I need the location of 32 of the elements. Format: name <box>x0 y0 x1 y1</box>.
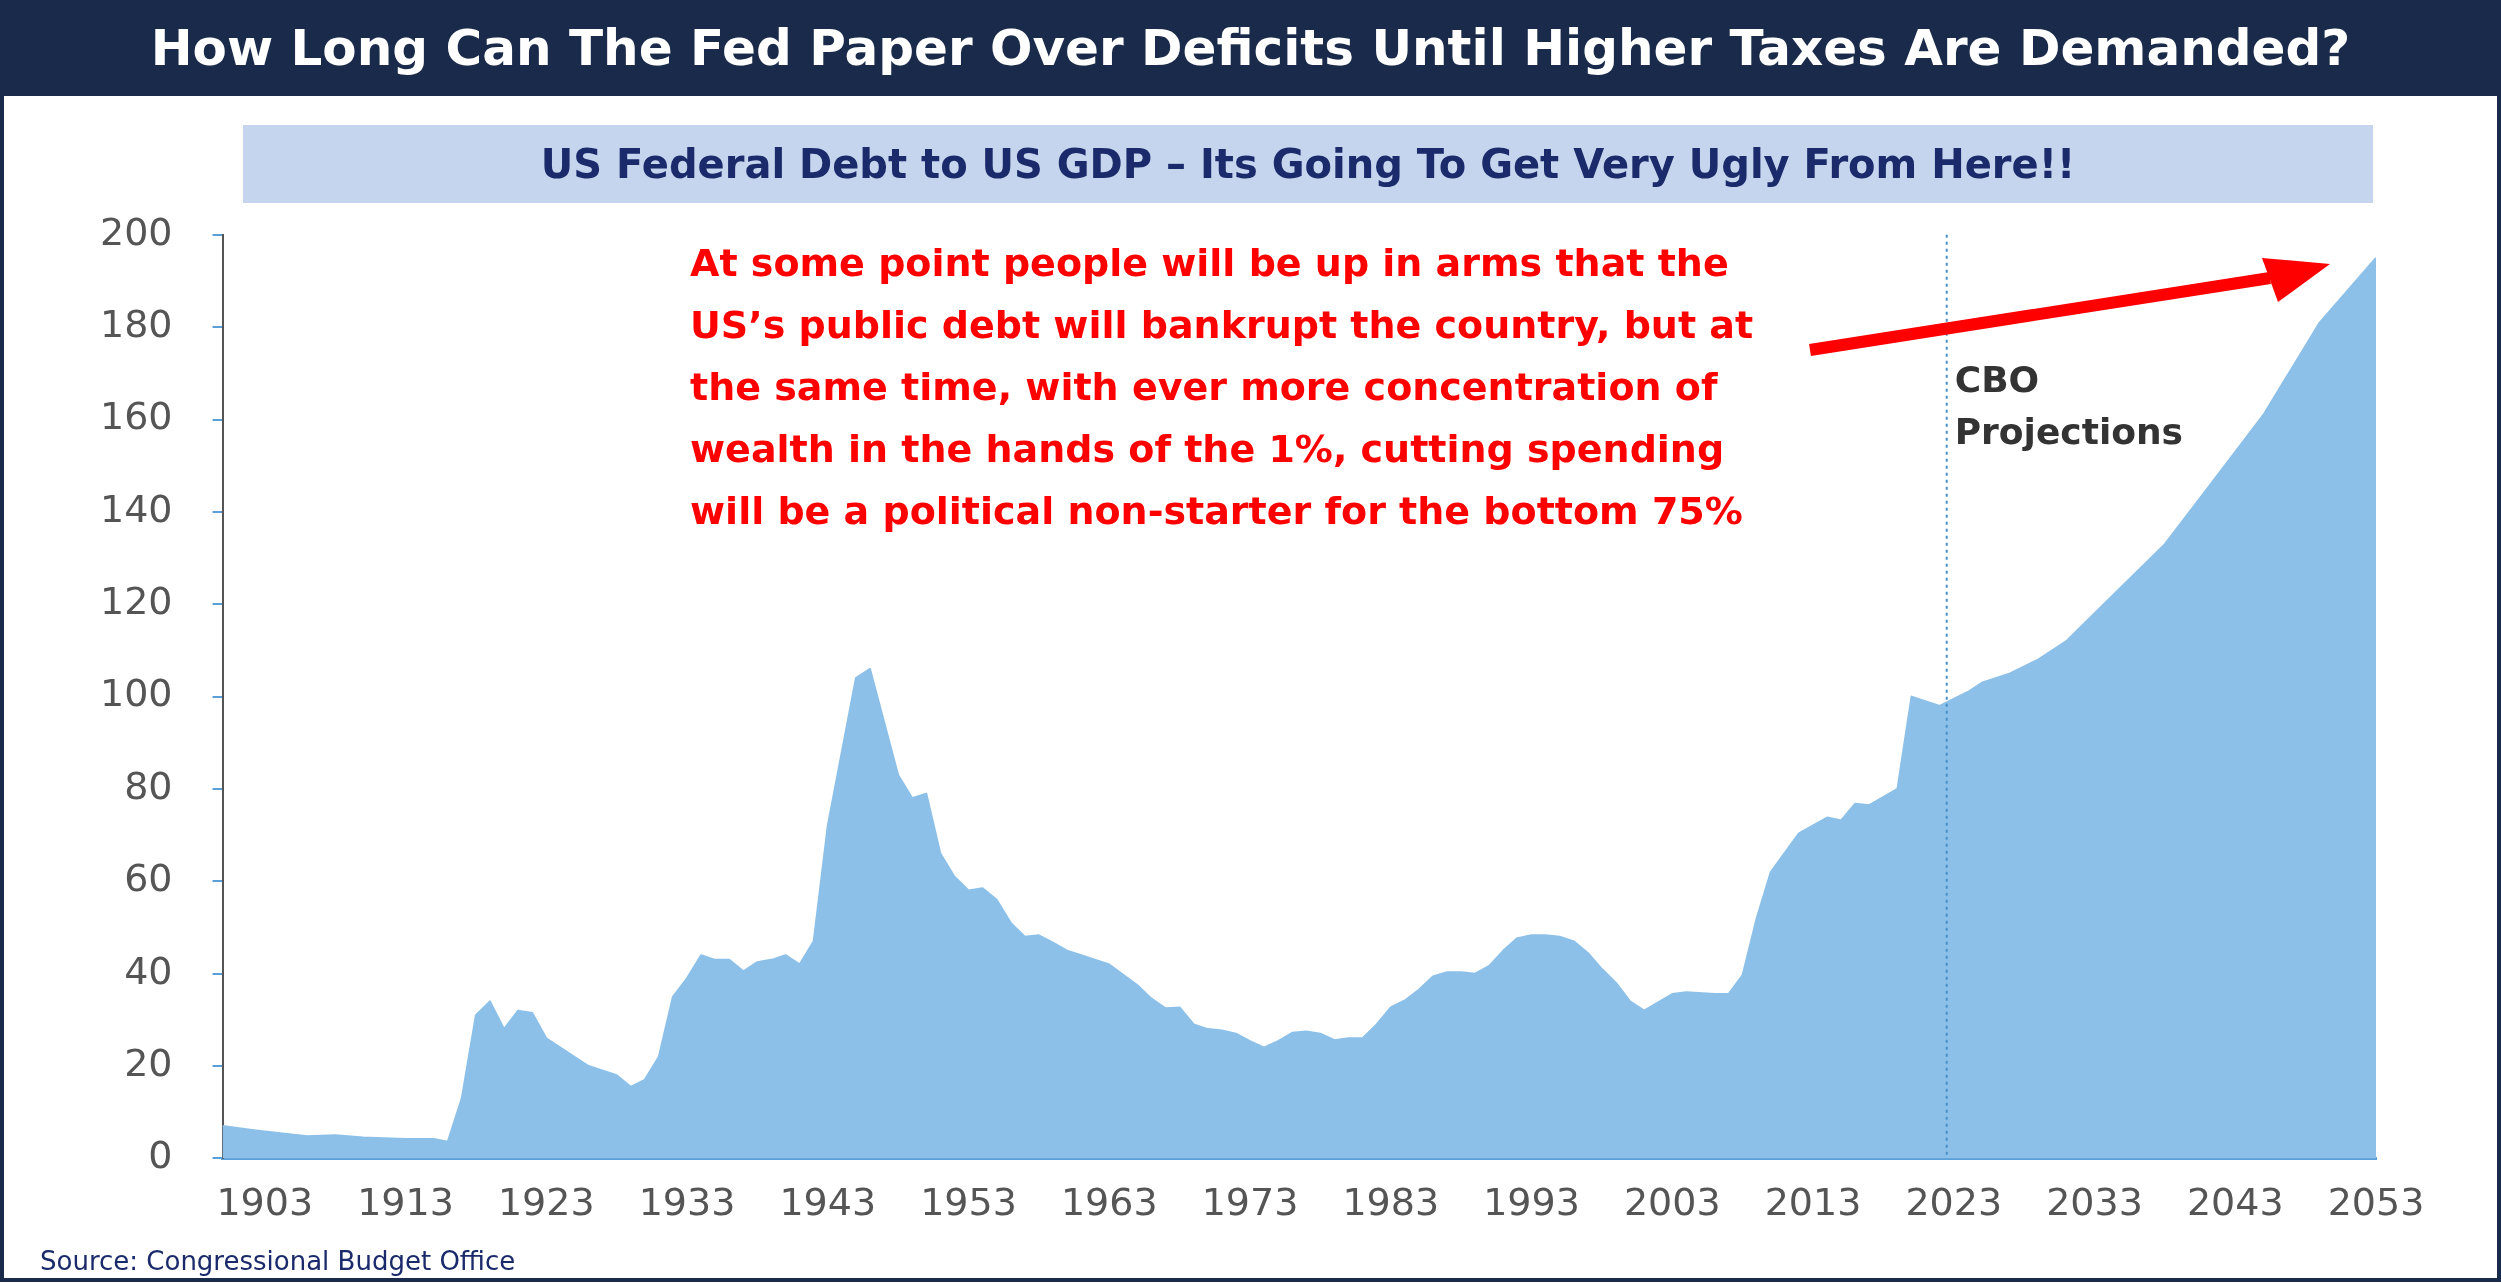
y-tick-label: 120 <box>100 579 173 624</box>
x-tick-label: 1963 <box>1060 1180 1158 1225</box>
x-tick-label: 1953 <box>920 1180 1017 1225</box>
y-tick-label: 160 <box>100 394 173 439</box>
y-tick-label: 80 <box>124 763 173 808</box>
y-tick-label: 180 <box>100 302 173 347</box>
x-tick-label: 2053 <box>2327 1180 2425 1225</box>
annotation: At some point people will be up in arms that the US’s public debt will bankrupt the country, but at the same time, with ever more concentration of wealth in the hands of the 1%, cutting spending will be a political non-starter for the bottom 75% <box>690 240 1755 535</box>
chart-subtitle: US Federal Debt to US GDP – Its Going To Get Very Ugly From Here!! <box>243 125 2373 203</box>
y-tick-label: 200 <box>100 209 173 254</box>
x-tick-label: 1933 <box>638 1180 736 1225</box>
x-tick-label: 2033 <box>2046 1180 2143 1225</box>
x-tick-label: 1923 <box>497 1180 595 1225</box>
x-tick-label: 1983 <box>1342 1180 1440 1225</box>
x-tick-label: 1993 <box>1483 1180 1580 1225</box>
y-tick-label: 0 <box>148 1133 173 1178</box>
x-tick-label: 1903 <box>216 1180 314 1225</box>
x-tick-label: 2043 <box>2186 1180 2284 1225</box>
chart-title: How Long Can The Fed Paper Over Deficits Until Higher Taxes Are Demanded? <box>0 0 2501 96</box>
y-tick-label: 140 <box>100 486 173 531</box>
x-tick-label: 1943 <box>779 1180 877 1225</box>
x-tick-label: 2013 <box>1764 1180 1862 1225</box>
x-tick-label: 1913 <box>357 1180 454 1225</box>
y-tick-label: 20 <box>124 1040 173 1085</box>
x-tick-label: 2023 <box>1905 1180 2003 1225</box>
y-tick-label: 40 <box>124 948 173 993</box>
x-tick-label: 1973 <box>1201 1180 1299 1225</box>
source-note: Source: Congressional Budget Office <box>40 1246 516 1276</box>
y-tick-label: 100 <box>100 671 173 716</box>
x-tick-label: 2003 <box>1623 1180 1721 1225</box>
y-tick-label: 60 <box>124 856 173 901</box>
ref-line-label: CBO Projections <box>1954 359 2184 453</box>
